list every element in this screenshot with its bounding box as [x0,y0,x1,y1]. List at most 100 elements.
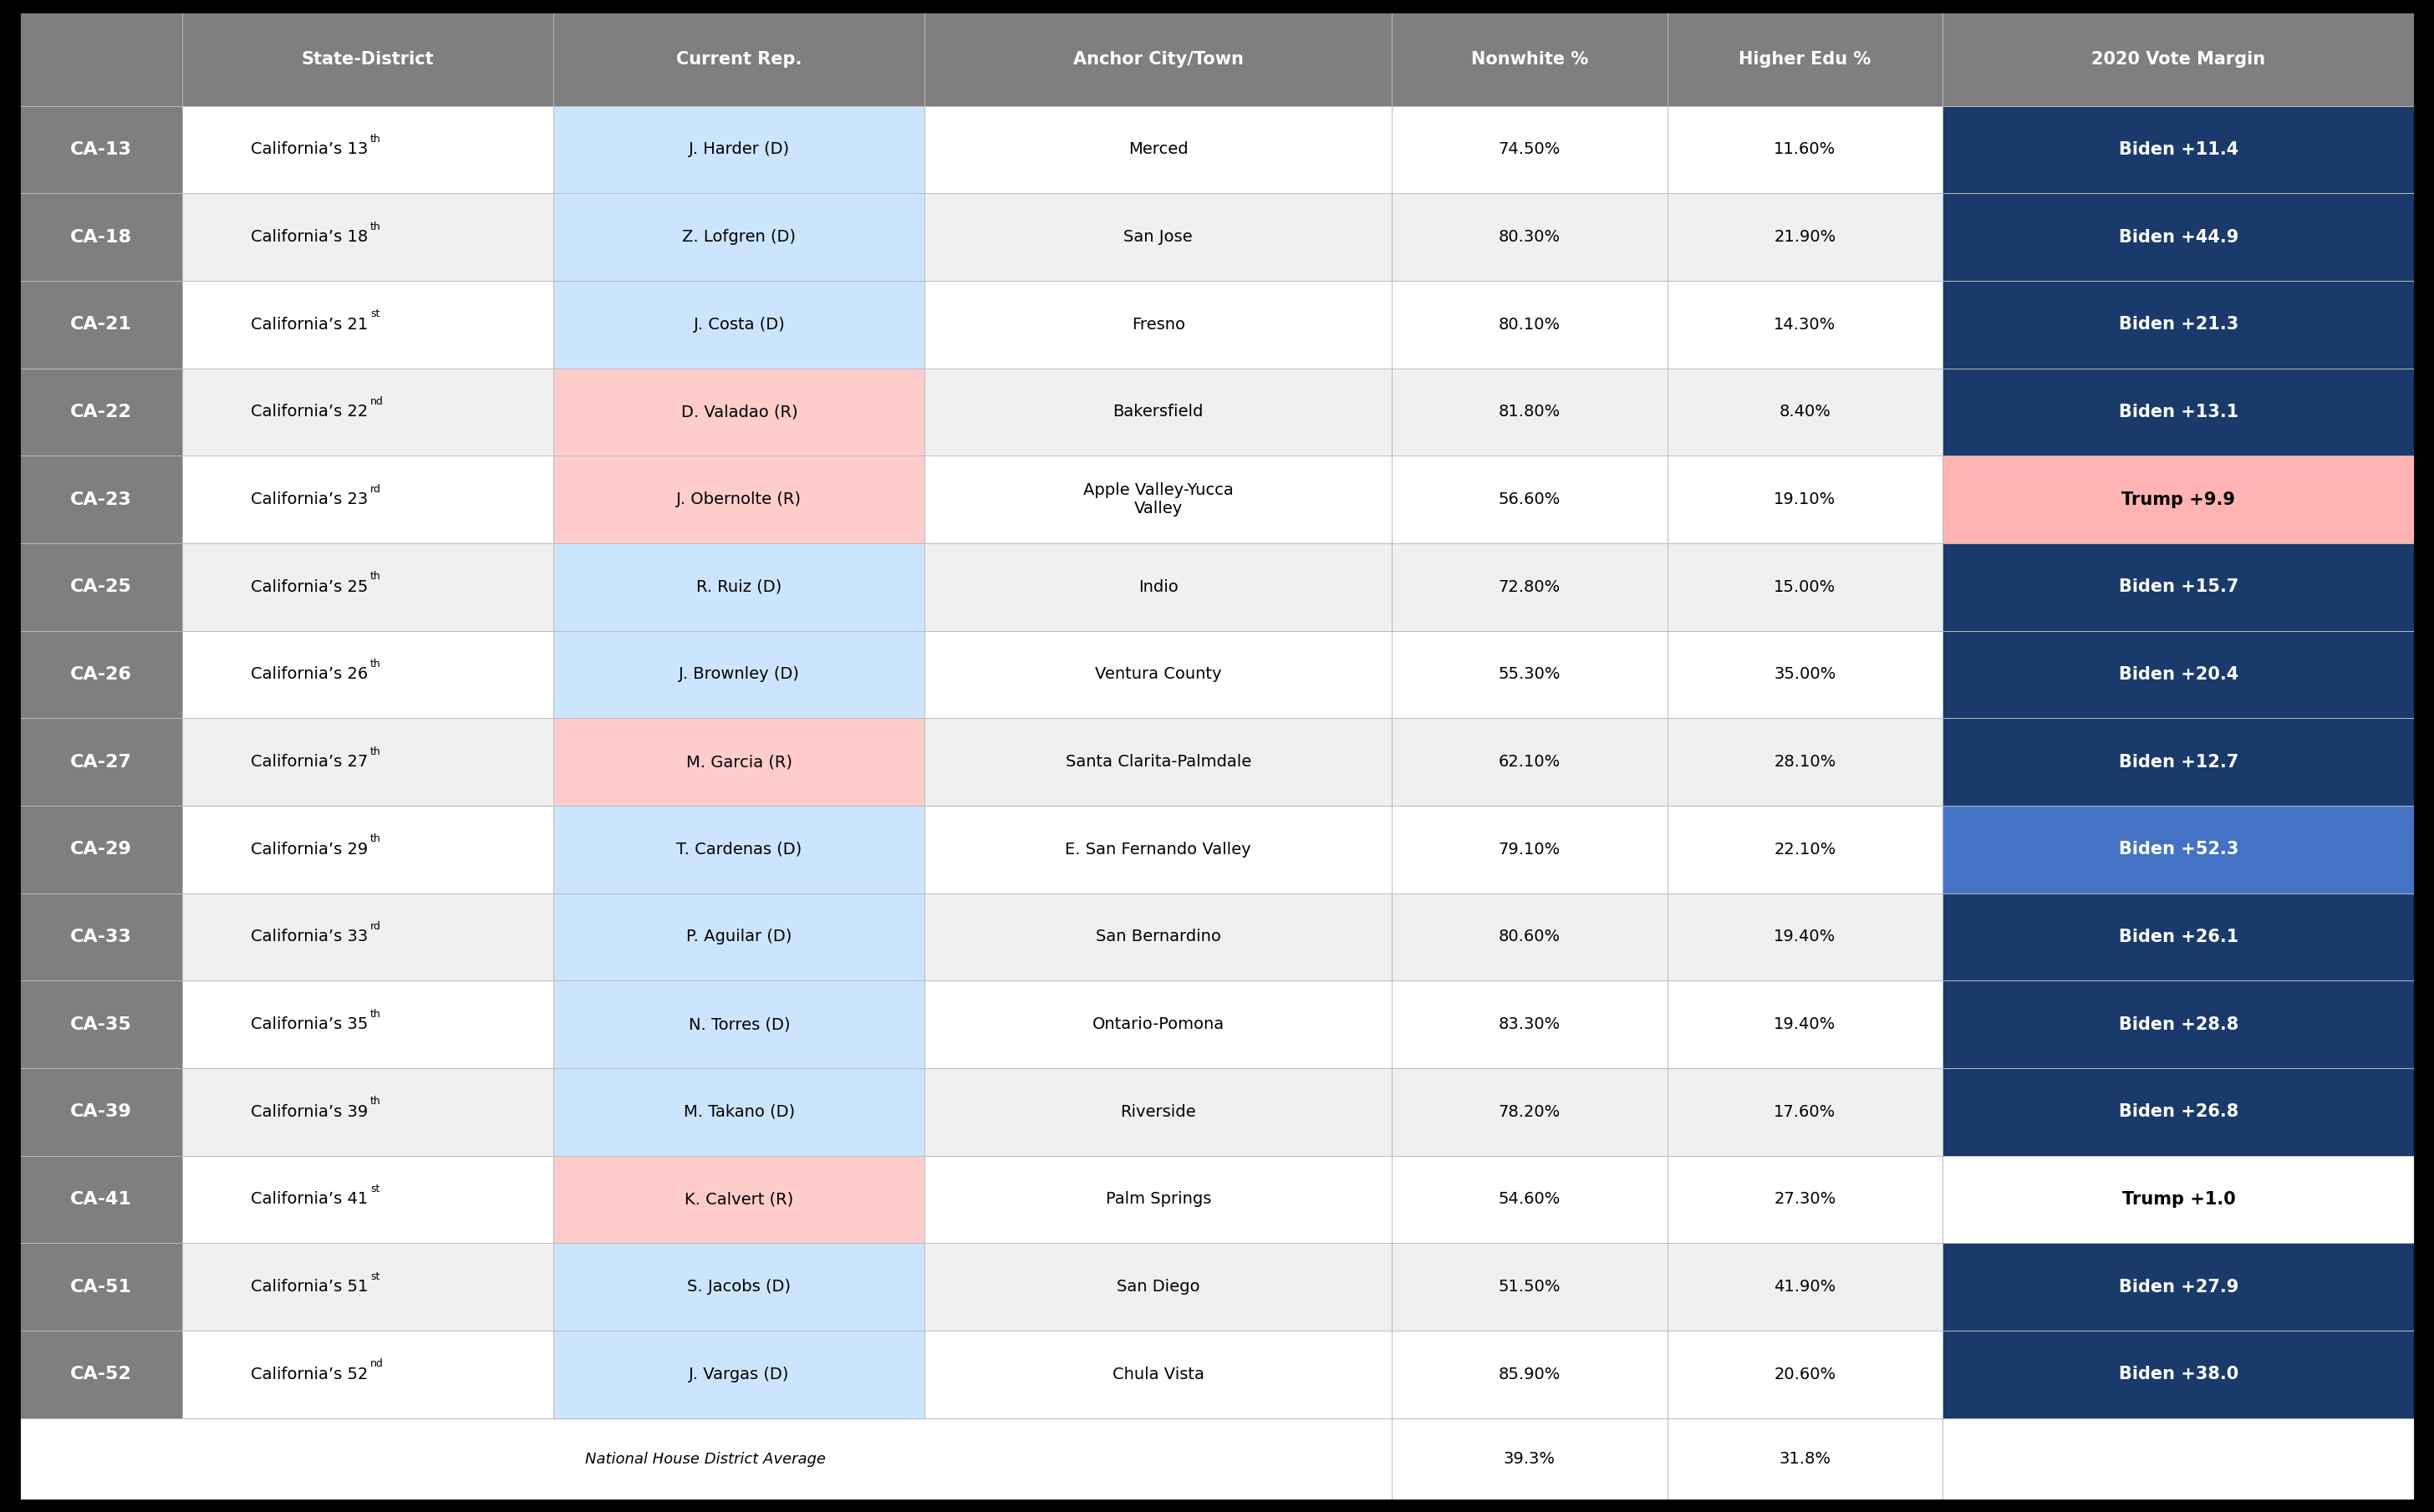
Bar [1392,631,1667,718]
Bar [553,369,925,455]
Text: 19.40%: 19.40% [1774,1016,1835,1033]
Text: J. Vargas (D): J. Vargas (D) [689,1367,789,1382]
Text: th: th [370,659,382,670]
Bar [553,194,925,281]
Bar [553,981,925,1067]
Bar [1942,1331,2415,1418]
Text: 80.30%: 80.30% [1499,230,1560,245]
Text: 8.40%: 8.40% [1779,404,1830,420]
Bar [1392,1155,1667,1243]
Text: 22.10%: 22.10% [1774,842,1835,857]
Bar [183,543,553,631]
Text: st: st [370,1184,380,1194]
Text: Nonwhite %: Nonwhite % [1470,50,1587,68]
Bar [1942,981,2415,1067]
Text: Biden +15.7: Biden +15.7 [2118,579,2239,596]
Text: San Jose: San Jose [1125,230,1193,245]
Bar [925,894,1392,981]
Text: 62.10%: 62.10% [1499,754,1560,770]
Bar [1392,1331,1667,1418]
Bar [925,106,1392,194]
Bar [925,543,1392,631]
Bar [1942,1155,2415,1243]
Bar [19,1067,183,1155]
Text: California’s 52: California’s 52 [251,1367,368,1382]
Bar [19,106,183,194]
Bar [183,281,553,369]
Bar [553,369,925,455]
Text: 51.50%: 51.50% [1499,1279,1560,1294]
Bar [1942,1067,2415,1155]
Text: Biden +28.8: Biden +28.8 [2118,1016,2239,1033]
Text: California’s 33: California’s 33 [251,928,368,945]
Text: California’s 22: California’s 22 [251,404,368,420]
Bar [1942,1155,2415,1243]
Bar [1667,369,1942,455]
Bar [925,12,1392,106]
Text: 19.40%: 19.40% [1774,928,1835,945]
Bar [925,718,1392,806]
Bar [1667,281,1942,369]
Bar [1667,718,1942,806]
Text: CA-52: CA-52 [71,1365,131,1382]
Text: CA-22: CA-22 [71,404,131,420]
Text: CA-29: CA-29 [71,841,131,857]
Bar [553,1331,925,1418]
Text: Trump +1.0: Trump +1.0 [2122,1191,2234,1208]
Text: CA-21: CA-21 [71,316,131,333]
Bar [553,718,925,806]
Bar [1942,894,2415,981]
Bar [1667,543,1942,631]
Bar [19,981,183,1067]
Bar [1942,12,2415,106]
Text: 11.60%: 11.60% [1774,142,1835,157]
Bar [1667,806,1942,894]
Text: California’s 21: California’s 21 [251,316,368,333]
Text: 85.90%: 85.90% [1499,1367,1560,1382]
Text: 83.30%: 83.30% [1499,1016,1560,1033]
Bar [183,631,553,718]
Bar [183,106,553,194]
Bar [183,981,553,1067]
Text: Fresno: Fresno [1132,316,1185,333]
Text: 14.30%: 14.30% [1774,316,1835,333]
Bar [1667,631,1942,718]
Bar [183,1155,553,1243]
Bar [1667,1243,1942,1331]
Text: D. Valadao (R): D. Valadao (R) [682,404,798,420]
Text: J. Costa (D): J. Costa (D) [694,316,786,333]
Bar [553,106,925,194]
Text: California’s 35: California’s 35 [251,1016,368,1033]
Bar [19,12,183,106]
Bar [925,981,1392,1067]
Bar [1942,806,2415,894]
Text: Ontario-Pomona: Ontario-Pomona [1093,1016,1224,1033]
Bar [553,194,925,281]
Text: Riverside: Riverside [1120,1104,1195,1120]
Bar [19,455,183,543]
Text: Biden +11.4: Biden +11.4 [2118,141,2239,157]
Bar [1942,194,2415,281]
Bar [1942,281,2415,369]
Bar [19,543,183,631]
Bar [553,1067,925,1155]
Bar [1942,106,2415,194]
Text: 21.90%: 21.90% [1774,230,1835,245]
Bar [183,369,553,455]
Text: Biden +27.9: Biden +27.9 [2118,1279,2239,1296]
Bar [925,1331,1392,1418]
Bar [1392,1243,1667,1331]
Bar [1942,194,2415,281]
Bar [1392,1067,1667,1155]
Bar [553,1067,925,1155]
Bar [183,894,553,981]
Text: Current Rep.: Current Rep. [677,50,803,68]
Text: CA-18: CA-18 [71,228,131,245]
Text: 2020 Vote Margin: 2020 Vote Margin [2091,50,2266,68]
Bar [1392,12,1667,106]
Bar [19,369,183,455]
Text: Biden +52.3: Biden +52.3 [2118,841,2239,857]
Bar [1392,543,1667,631]
Text: CA-51: CA-51 [71,1279,131,1296]
Text: 15.00%: 15.00% [1774,579,1835,594]
